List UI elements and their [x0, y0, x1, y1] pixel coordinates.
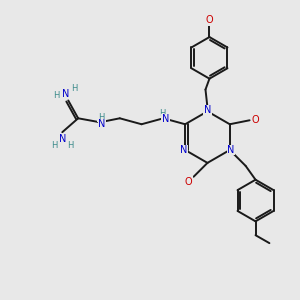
Text: H: H [71, 84, 77, 93]
Text: N: N [98, 119, 106, 129]
Text: H: H [159, 109, 166, 118]
Text: N: N [61, 88, 69, 98]
Text: N: N [162, 114, 169, 124]
Text: O: O [185, 177, 193, 187]
Text: N: N [227, 145, 234, 155]
Text: N: N [204, 105, 211, 116]
Text: H: H [51, 140, 58, 149]
Text: H: H [98, 113, 104, 122]
Text: O: O [252, 115, 259, 125]
Text: N: N [58, 134, 66, 144]
Text: N: N [181, 145, 188, 155]
Text: O: O [206, 15, 213, 25]
Text: H: H [53, 91, 59, 100]
Text: H: H [67, 140, 74, 149]
